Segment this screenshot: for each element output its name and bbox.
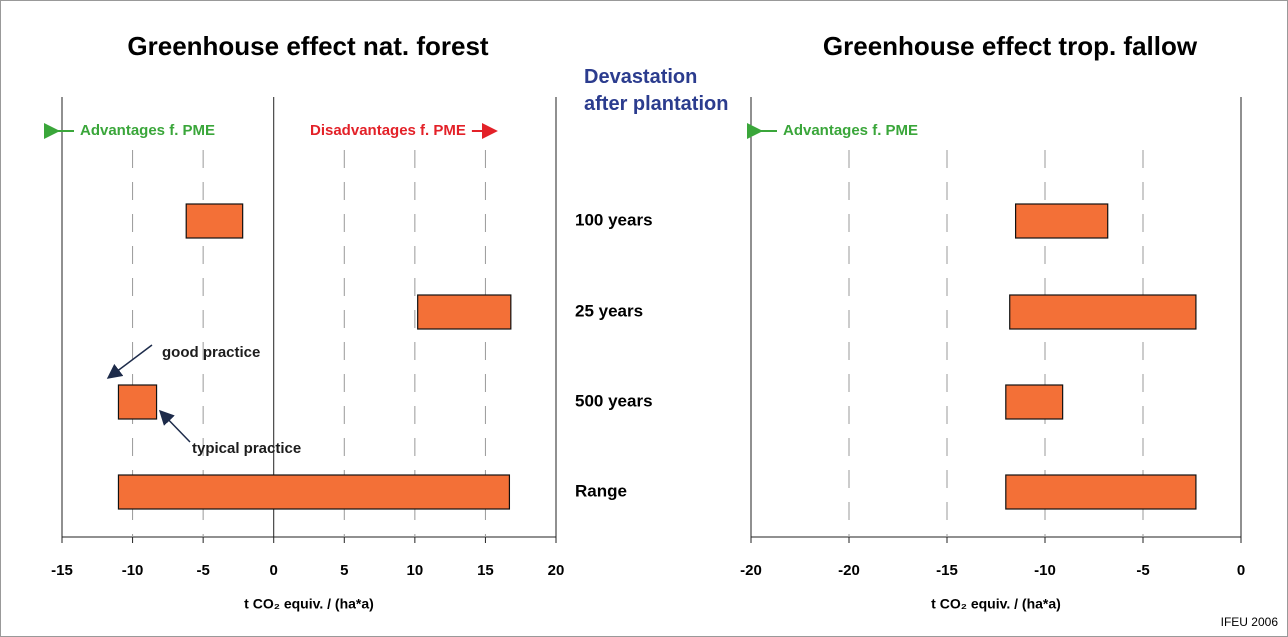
x-axis-label: t CO₂ equiv. / (ha*a): [931, 596, 1061, 612]
bar: [117, 474, 511, 510]
x-tick-label: -20: [740, 562, 762, 579]
bar: [185, 203, 244, 239]
category-label: 25 years: [575, 301, 643, 320]
x-tick-label: 5: [340, 562, 348, 579]
x-axis-label: t CO₂ equiv. / (ha*a): [244, 596, 374, 612]
x-tick-label: 10: [407, 562, 424, 579]
annotation-arrow: [106, 344, 153, 379]
bar: [1014, 203, 1109, 239]
bar: [417, 294, 512, 330]
annotation: typical practice: [192, 440, 301, 457]
chart-title: Greenhouse effect nat. forest: [127, 31, 489, 61]
x-tick-label: -15: [936, 562, 958, 579]
bar: [117, 384, 158, 420]
x-tick-label: 0: [1237, 562, 1245, 579]
category-label: 500 years: [575, 391, 653, 410]
x-tick-label: 20: [548, 562, 565, 579]
credit: IFEU 2006: [1221, 615, 1279, 629]
bar: [1005, 384, 1064, 420]
x-tick-label: -5: [1136, 562, 1149, 579]
bar: [1009, 294, 1197, 330]
x-tick-label: 15: [477, 562, 494, 579]
x-tick-label: -15: [51, 562, 73, 579]
annotation: Disadvantages f. PME: [310, 122, 466, 139]
x-tick-label: -10: [1034, 562, 1056, 579]
chart-title: Greenhouse effect trop. fallow: [823, 31, 1198, 61]
x-tick-label: 0: [270, 562, 278, 579]
annotation: Advantages f. PME: [80, 122, 215, 139]
bar: [1005, 474, 1197, 510]
x-tick-label: -5: [196, 562, 209, 579]
annotation: good practice: [162, 344, 260, 361]
annotation-arrow: [158, 409, 191, 443]
x-tick-label: -20: [838, 562, 860, 579]
x-tick-label: -10: [122, 562, 144, 579]
annotation: Advantages f. PME: [783, 122, 918, 139]
row-header: Devastation after plantation: [584, 66, 729, 115]
category-label: 100 years: [575, 210, 653, 229]
category-label: Range: [575, 481, 627, 500]
